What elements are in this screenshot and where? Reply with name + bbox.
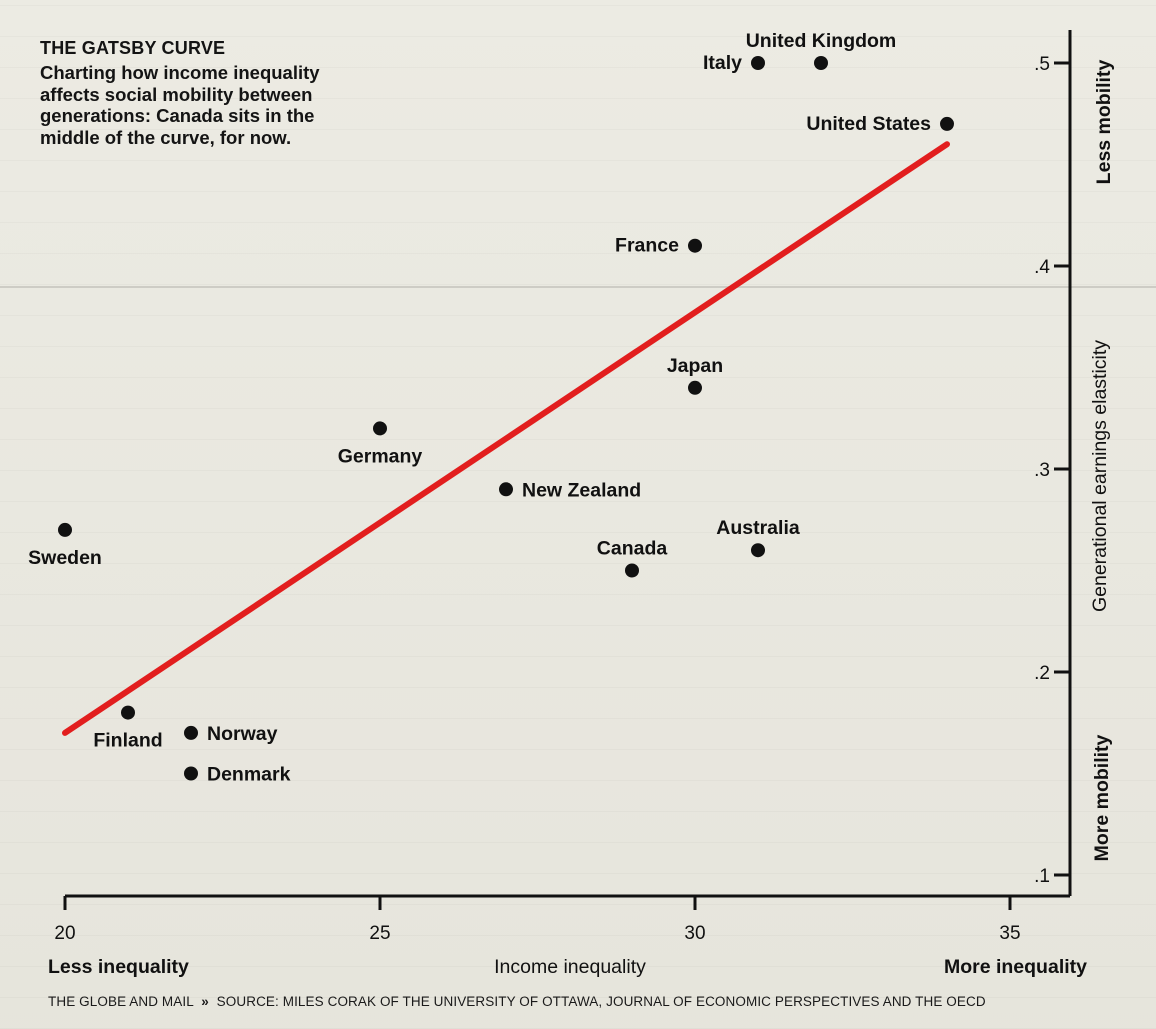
- label-japan: Japan: [667, 355, 723, 377]
- point-japan: [688, 380, 702, 395]
- label-united-states: United States: [806, 113, 931, 135]
- y-tick-label: .1: [1034, 866, 1050, 887]
- chart-subtitle: Charting how income inequality affects s…: [40, 62, 320, 148]
- label-norway: Norway: [207, 723, 278, 745]
- label-united-kingdom: United Kingdom: [746, 30, 897, 52]
- source-credit: SOURCE: MILES CORAK OF THE UNIVERSITY OF…: [216, 994, 986, 1009]
- chart-title: THE GATSBY CURVE: [40, 38, 226, 58]
- y-tick-label: .3: [1034, 460, 1050, 481]
- point-finland: [121, 705, 135, 720]
- point-australia: [751, 543, 765, 558]
- label-france: France: [615, 235, 679, 257]
- x-tick-label: 25: [369, 923, 390, 944]
- x-tick-label: 20: [54, 923, 75, 944]
- points-layer: [58, 56, 954, 781]
- point-united-states: [940, 116, 954, 131]
- trend-line: [62, 141, 950, 736]
- axes: 20 25 30 35 Income inequality Less inequality…: [48, 30, 1115, 978]
- label-finland: Finland: [93, 730, 162, 752]
- y-axis-less-mobility-label: Less mobility: [1093, 60, 1115, 185]
- x-tick-label: 35: [999, 923, 1020, 944]
- point-italy: [751, 56, 765, 70]
- point-germany: [373, 421, 387, 436]
- y-axis-title: Generational earnings elasticity: [1089, 340, 1111, 612]
- label-germany: Germany: [338, 445, 423, 467]
- y-tick-label: .2: [1034, 663, 1050, 684]
- point-united-kingdom: [814, 56, 828, 70]
- point-france: [688, 238, 702, 253]
- label-italy: Italy: [703, 52, 742, 74]
- x-axis-title: Income inequality: [494, 956, 646, 978]
- point-new-zealand: [499, 482, 513, 497]
- y-tick-label: .4: [1034, 257, 1050, 278]
- point-denmark: [184, 766, 198, 781]
- label-australia: Australia: [716, 517, 800, 539]
- label-new-zealand: New Zealand: [522, 479, 641, 501]
- x-axis-more-label: More inequality: [944, 956, 1087, 978]
- publisher-name: THE GLOBE AND MAIL: [48, 994, 194, 1009]
- label-denmark: Denmark: [207, 764, 291, 786]
- newsprint-column-rule: [0, 286, 1156, 288]
- trend-layer: [62, 141, 950, 736]
- point-norway: [184, 725, 198, 740]
- x-tick-label: 30: [684, 923, 705, 944]
- footer-separator: »: [201, 994, 209, 1009]
- source-footer: THE GLOBE AND MAIL » SOURCE: MILES CORAK…: [48, 994, 986, 1009]
- point-sweden: [58, 522, 72, 537]
- y-axis-more-mobility-label: More mobility: [1091, 734, 1113, 861]
- x-axis-less-label: Less inequality: [48, 956, 189, 978]
- chart-headline: THE GATSBY CURVE Charting how income ine…: [40, 38, 370, 149]
- y-tick-label: .5: [1034, 54, 1050, 75]
- label-canada: Canada: [597, 538, 668, 560]
- label-sweden: Sweden: [28, 547, 102, 569]
- point-canada: [625, 563, 639, 578]
